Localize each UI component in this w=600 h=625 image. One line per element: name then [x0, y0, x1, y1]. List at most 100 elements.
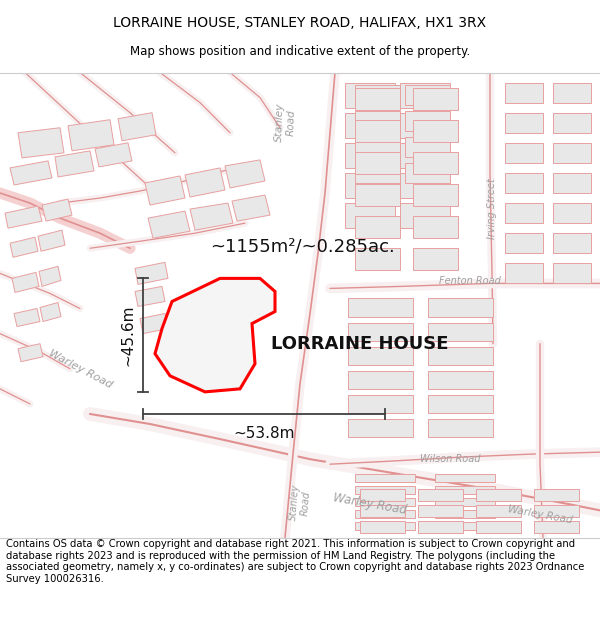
- Polygon shape: [428, 419, 493, 437]
- Polygon shape: [355, 152, 400, 174]
- Text: Warley Road: Warley Road: [332, 491, 408, 518]
- Polygon shape: [140, 314, 168, 334]
- Polygon shape: [505, 233, 543, 253]
- Polygon shape: [68, 120, 114, 151]
- Polygon shape: [355, 511, 415, 518]
- Polygon shape: [12, 272, 39, 292]
- Polygon shape: [232, 195, 270, 221]
- Polygon shape: [505, 112, 543, 132]
- Polygon shape: [355, 184, 400, 206]
- Polygon shape: [348, 419, 413, 437]
- Polygon shape: [355, 120, 400, 142]
- Polygon shape: [360, 521, 405, 534]
- Polygon shape: [355, 522, 415, 531]
- Polygon shape: [10, 238, 38, 258]
- Polygon shape: [145, 176, 185, 205]
- Polygon shape: [135, 286, 165, 306]
- Polygon shape: [505, 263, 543, 283]
- Polygon shape: [360, 506, 405, 518]
- Polygon shape: [505, 142, 543, 163]
- Polygon shape: [405, 163, 450, 183]
- Polygon shape: [355, 88, 400, 109]
- Text: Irving Street: Irving Street: [487, 177, 497, 239]
- Text: Stanley
Road: Stanley Road: [287, 484, 313, 522]
- Polygon shape: [428, 371, 493, 389]
- Polygon shape: [418, 506, 463, 518]
- Polygon shape: [435, 522, 495, 531]
- Text: Wilson Road: Wilson Road: [420, 454, 480, 464]
- Polygon shape: [355, 137, 400, 157]
- Polygon shape: [405, 84, 450, 104]
- Polygon shape: [400, 112, 450, 138]
- Polygon shape: [435, 474, 495, 482]
- Polygon shape: [10, 161, 52, 185]
- Polygon shape: [553, 82, 591, 102]
- Polygon shape: [428, 395, 493, 413]
- Polygon shape: [413, 120, 458, 142]
- Polygon shape: [225, 160, 265, 188]
- Polygon shape: [476, 489, 521, 501]
- Polygon shape: [400, 203, 450, 228]
- Polygon shape: [118, 112, 156, 141]
- Polygon shape: [14, 309, 40, 327]
- Polygon shape: [476, 521, 521, 534]
- Polygon shape: [55, 151, 94, 177]
- Polygon shape: [413, 216, 458, 238]
- Polygon shape: [435, 498, 495, 506]
- Polygon shape: [345, 82, 395, 107]
- Text: Warley Road: Warley Road: [47, 348, 113, 390]
- Polygon shape: [348, 395, 413, 413]
- Polygon shape: [413, 152, 458, 174]
- Polygon shape: [435, 511, 495, 518]
- Polygon shape: [553, 173, 591, 193]
- Polygon shape: [400, 142, 450, 168]
- Text: Contains OS data © Crown copyright and database right 2021. This information is : Contains OS data © Crown copyright and d…: [6, 539, 584, 584]
- Polygon shape: [435, 486, 495, 494]
- Polygon shape: [355, 486, 415, 494]
- Polygon shape: [400, 173, 450, 198]
- Polygon shape: [348, 371, 413, 389]
- Polygon shape: [5, 206, 42, 228]
- Polygon shape: [348, 347, 413, 365]
- Polygon shape: [95, 142, 132, 167]
- Polygon shape: [355, 163, 400, 183]
- Polygon shape: [553, 203, 591, 223]
- Text: ~1155m²/~0.285ac.: ~1155m²/~0.285ac.: [210, 238, 395, 255]
- Polygon shape: [553, 233, 591, 253]
- Polygon shape: [18, 127, 64, 158]
- Polygon shape: [39, 266, 61, 286]
- Polygon shape: [428, 347, 493, 365]
- Polygon shape: [38, 230, 65, 251]
- Polygon shape: [148, 211, 190, 238]
- Text: Map shows position and indicative extent of the property.: Map shows position and indicative extent…: [130, 45, 470, 58]
- Text: ~45.6m: ~45.6m: [120, 304, 135, 366]
- Polygon shape: [428, 322, 493, 341]
- Text: LORRAINE HOUSE: LORRAINE HOUSE: [271, 334, 449, 352]
- Polygon shape: [405, 111, 450, 131]
- Text: ~53.8m: ~53.8m: [233, 426, 295, 441]
- Polygon shape: [355, 474, 415, 482]
- Polygon shape: [418, 489, 463, 501]
- Polygon shape: [400, 82, 450, 107]
- Text: Fenton Road: Fenton Road: [439, 276, 501, 286]
- Text: LORRAINE HOUSE, STANLEY ROAD, HALIFAX, HX1 3RX: LORRAINE HOUSE, STANLEY ROAD, HALIFAX, H…: [113, 16, 487, 30]
- Polygon shape: [40, 302, 61, 322]
- Polygon shape: [553, 112, 591, 132]
- Polygon shape: [345, 173, 395, 198]
- Polygon shape: [355, 498, 415, 506]
- Polygon shape: [418, 521, 463, 534]
- Polygon shape: [413, 88, 458, 109]
- Polygon shape: [185, 168, 225, 197]
- Polygon shape: [345, 142, 395, 168]
- Polygon shape: [553, 142, 591, 163]
- Polygon shape: [405, 137, 450, 157]
- Text: Stanley
Road: Stanley Road: [274, 102, 296, 142]
- Polygon shape: [18, 344, 43, 362]
- Polygon shape: [505, 82, 543, 102]
- Polygon shape: [355, 84, 400, 104]
- Polygon shape: [505, 173, 543, 193]
- Polygon shape: [476, 506, 521, 518]
- Polygon shape: [345, 112, 395, 138]
- Polygon shape: [42, 199, 72, 221]
- Polygon shape: [355, 248, 400, 271]
